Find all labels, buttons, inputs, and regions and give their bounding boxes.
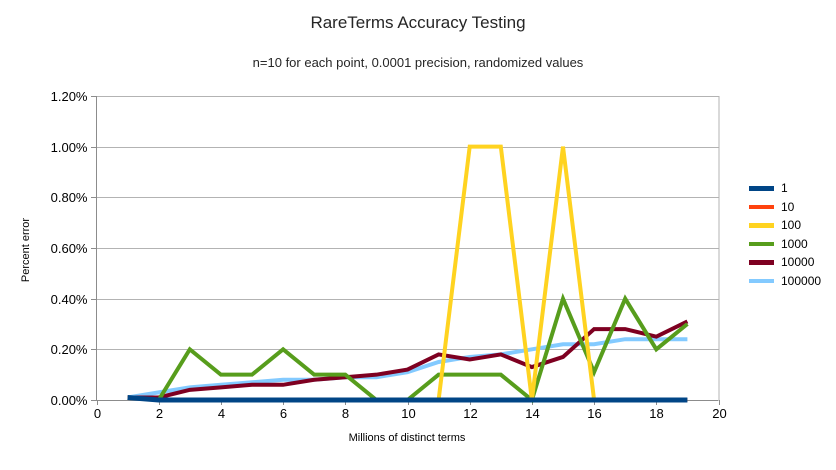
legend-swatch — [749, 204, 774, 209]
x-tick-label: 2 — [156, 406, 163, 421]
legend-label: 10000 — [781, 255, 815, 270]
series-line-100000 — [127, 337, 688, 400]
chart-title: RareTerms Accuracy Testing — [310, 13, 526, 32]
legend-label: 10 — [781, 199, 795, 214]
x-tick-label: 4 — [218, 406, 225, 421]
y-tick-label: 0.20% — [51, 342, 88, 357]
legend-item-100: 100 — [749, 216, 821, 235]
x-axis-title: Millions of distinct terms — [348, 432, 466, 444]
y-tick-label: 1.20% — [51, 89, 88, 104]
y-tick-label: 0.40% — [51, 292, 88, 307]
x-tick-label: 20 — [712, 406, 726, 421]
legend-item-100000: 100000 — [749, 272, 821, 291]
legend-swatch — [749, 223, 774, 228]
legend: 1 10 100 1000 10000 100000 — [749, 179, 821, 290]
series-line-100 — [127, 144, 688, 402]
legend-label: 1 — [781, 181, 788, 196]
legend-label: 100 — [781, 218, 802, 233]
legend-swatch — [749, 241, 774, 246]
y-tick-label: 1.00% — [51, 140, 88, 155]
x-tick-label: 0 — [94, 406, 101, 421]
x-tick-label: 8 — [342, 406, 349, 421]
x-tick-label: 6 — [280, 406, 287, 421]
x-tick-label: 16 — [587, 406, 601, 421]
legend-item-10: 10 — [749, 198, 821, 217]
chart-subtitle: n=10 for each point, 0.0001 precision, r… — [252, 55, 584, 70]
x-tick-label: 18 — [649, 406, 663, 421]
legend-item-1: 1 — [749, 179, 821, 198]
legend-item-1000: 1000 — [749, 235, 821, 254]
series-line-10000 — [127, 319, 689, 400]
series-line-1 — [127, 394, 688, 403]
legend-swatch — [749, 260, 774, 265]
legend-label: 100000 — [781, 273, 822, 288]
y-tick-label: 0.80% — [51, 190, 88, 205]
legend-swatch — [749, 186, 774, 191]
x-tick-label: 10 — [401, 406, 415, 421]
x-tick-label: 12 — [463, 406, 477, 421]
legend-label: 1000 — [781, 236, 808, 251]
x-tick-label: 14 — [525, 406, 539, 421]
legend-swatch — [749, 278, 774, 283]
y-axis-title: Percent error — [20, 217, 32, 283]
y-tick-label: 0.60% — [51, 241, 88, 256]
y-tick-label: 0.00% — [51, 393, 88, 408]
legend-item-10000: 10000 — [749, 253, 821, 272]
